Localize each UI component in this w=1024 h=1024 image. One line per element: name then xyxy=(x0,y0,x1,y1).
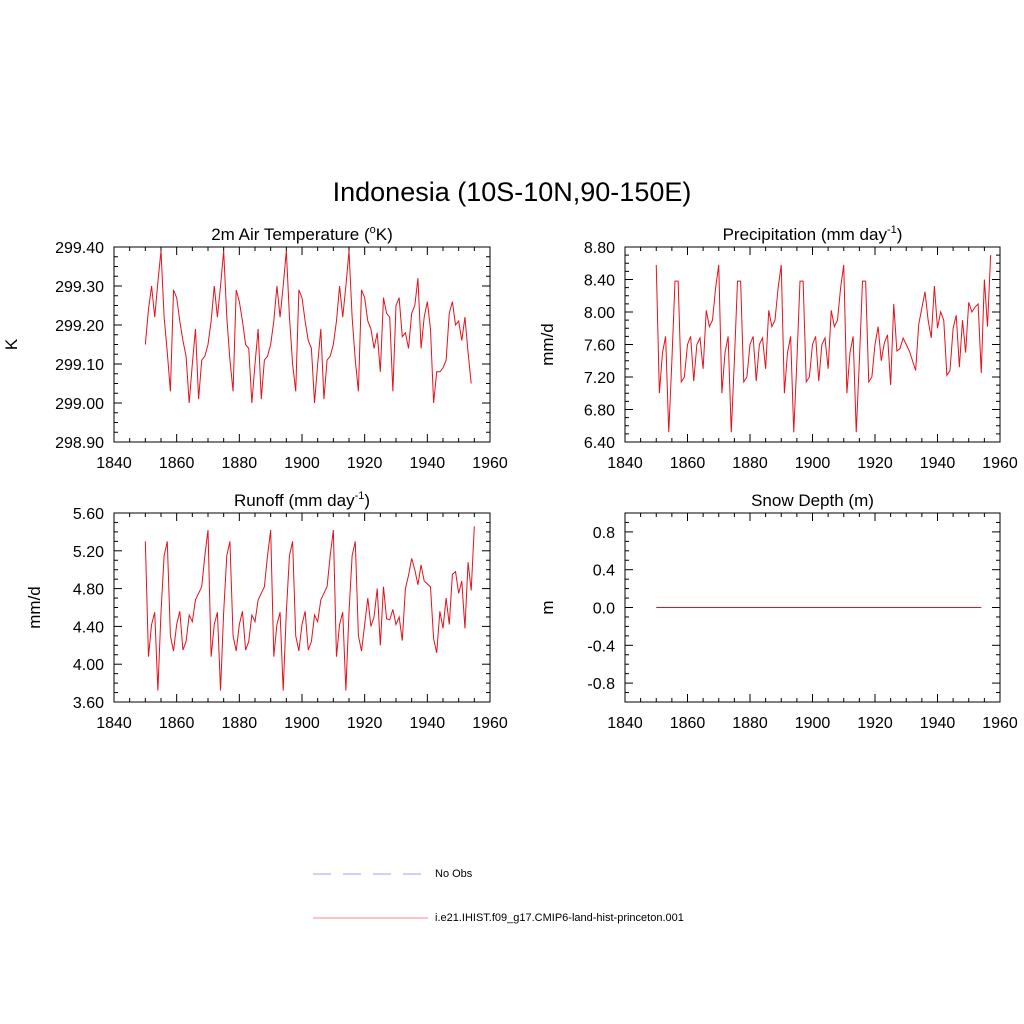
temperature-title: 2m Air Temperature (oK) xyxy=(211,224,393,244)
snow-depth-ytick-label: 0.0 xyxy=(593,601,615,618)
snow-depth-title: Snow Depth (m) xyxy=(751,491,874,510)
precipitation-xtick-label: 1860 xyxy=(670,455,706,472)
temperature-ytick-label: 299.20 xyxy=(55,318,104,335)
precipitation-ytick-label: 7.20 xyxy=(584,370,615,387)
temperature-xtick-label: 1920 xyxy=(347,455,383,472)
runoff-ylabel: mm/d xyxy=(25,586,44,629)
panel-snow-depth: Snow Depth (m) 1840 1860 1880 1900 1920 1940 19… xyxy=(538,491,1018,732)
runoff-xtick-label: 1880 xyxy=(222,715,258,732)
runoff-series-line xyxy=(144,526,475,691)
temperature-title-tail: K) xyxy=(376,225,393,244)
runoff-title-text: Runoff (mm day xyxy=(234,491,355,510)
precipitation-xtick-label: 1960 xyxy=(982,455,1018,472)
precipitation-ylabel: mm/d xyxy=(538,323,557,366)
snow-depth-xtick-label: 1960 xyxy=(982,715,1018,732)
runoff-title-sup: -1 xyxy=(355,490,365,502)
temperature-ylabel: K xyxy=(2,338,21,350)
temperature-title-text: 2m Air Temperature ( xyxy=(211,225,370,244)
precipitation-ytick-label: 8.80 xyxy=(584,240,615,257)
precipitation-ytick-label: 6.40 xyxy=(584,435,615,452)
precipitation-xtick-label: 1920 xyxy=(857,455,893,472)
snow-depth-ytick-label: -0.8 xyxy=(587,676,615,693)
snow-depth-xtick-label: 1920 xyxy=(857,715,893,732)
temperature-xtick-label: 1960 xyxy=(472,455,508,472)
precipitation-ytick-label: 7.60 xyxy=(584,338,615,355)
precipitation-title-sup: -1 xyxy=(887,224,897,236)
snow-depth-ytick-label: 0.4 xyxy=(593,563,615,580)
precipitation-xtick-label: 1840 xyxy=(607,455,643,472)
runoff-xtick-label: 1920 xyxy=(347,715,383,732)
temperature-plot-frame xyxy=(113,246,491,443)
runoff-title: Runoff (mm day-1) xyxy=(234,490,370,510)
panel-temperature: 2m Air Temperature (oK) 1840 1860 1880 1900 1… xyxy=(2,224,508,472)
snow-depth-ytick-label: -0.4 xyxy=(587,638,615,655)
snow-depth-ytick-label: 0.8 xyxy=(593,525,615,542)
temperature-ytick-label: 299.00 xyxy=(55,396,104,413)
temperature-xtick-label: 1940 xyxy=(410,455,446,472)
snow-depth-xtick-label: 1900 xyxy=(795,715,831,732)
panel-runoff: Runoff (mm day-1) 1840 1860 1880 1900 1920 194… xyxy=(25,490,508,732)
runoff-plot-frame xyxy=(113,512,491,703)
runoff-xtick-label: 1940 xyxy=(410,715,446,732)
legend: No Obs i.e21.IHIST.f09_g17.CMIP6-land-hi… xyxy=(313,868,684,924)
temperature-xtick-label: 1880 xyxy=(222,455,258,472)
runoff-ytick-label: 3.60 xyxy=(73,695,104,712)
snow-depth-xtick-label: 1940 xyxy=(920,715,956,732)
precipitation-xtick-label: 1900 xyxy=(795,455,831,472)
runoff-ytick-label: 4.80 xyxy=(73,582,104,599)
runoff-title-tail: ) xyxy=(364,491,370,510)
snow-depth-title-text: Snow Depth (m) xyxy=(751,491,874,510)
temperature-ytick-label: 298.90 xyxy=(55,435,104,452)
runoff-xtick-label: 1900 xyxy=(284,715,320,732)
temperature-ytick-label: 299.30 xyxy=(55,279,104,296)
figure-title: Indonesia (10S-10N,90-150E) xyxy=(333,177,692,207)
temperature-xtick-label: 1900 xyxy=(284,455,320,472)
legend-label-no-obs: No Obs xyxy=(435,868,473,880)
temperature-xtick-label: 1840 xyxy=(96,455,132,472)
snow-depth-ylabel: m xyxy=(538,600,557,614)
runoff-xtick-label: 1960 xyxy=(472,715,508,732)
precipitation-ytick-label: 8.40 xyxy=(584,273,615,290)
temperature-ytick-label: 299.40 xyxy=(55,240,104,257)
precipitation-ytick-label: 8.00 xyxy=(584,305,615,322)
precipitation-xtick-label: 1940 xyxy=(920,455,956,472)
precipitation-title-tail: ) xyxy=(897,225,903,244)
runoff-xtick-label: 1840 xyxy=(96,715,132,732)
temperature-ytick-label: 299.10 xyxy=(55,357,104,374)
runoff-ytick-label: 5.60 xyxy=(73,506,104,523)
runoff-ytick-label: 5.20 xyxy=(73,544,104,561)
snow-depth-xtick-label: 1880 xyxy=(732,715,768,732)
temperature-title-sup: o xyxy=(370,224,376,236)
runoff-ytick-label: 4.40 xyxy=(73,619,104,636)
precipitation-series-line xyxy=(655,255,992,433)
precipitation-ytick-label: 6.80 xyxy=(584,403,615,420)
legend-label-model: i.e21.IHIST.f09_g17.CMIP6-land-hist-prin… xyxy=(435,912,684,924)
temperature-xtick-label: 1860 xyxy=(159,455,195,472)
precipitation-title: Precipitation (mm day-1) xyxy=(723,224,903,244)
runoff-ytick-label: 4.00 xyxy=(73,657,104,674)
temperature-series-line xyxy=(144,250,472,404)
snow-depth-xtick-label: 1840 xyxy=(607,715,643,732)
panel-precipitation: Precipitation (mm day-1) 1840 1860 1880 1900… xyxy=(538,224,1018,472)
precipitation-xtick-label: 1880 xyxy=(732,455,768,472)
snow-depth-xtick-label: 1860 xyxy=(670,715,706,732)
precipitation-title-text: Precipitation (mm day xyxy=(723,225,888,244)
runoff-xtick-label: 1860 xyxy=(159,715,195,732)
